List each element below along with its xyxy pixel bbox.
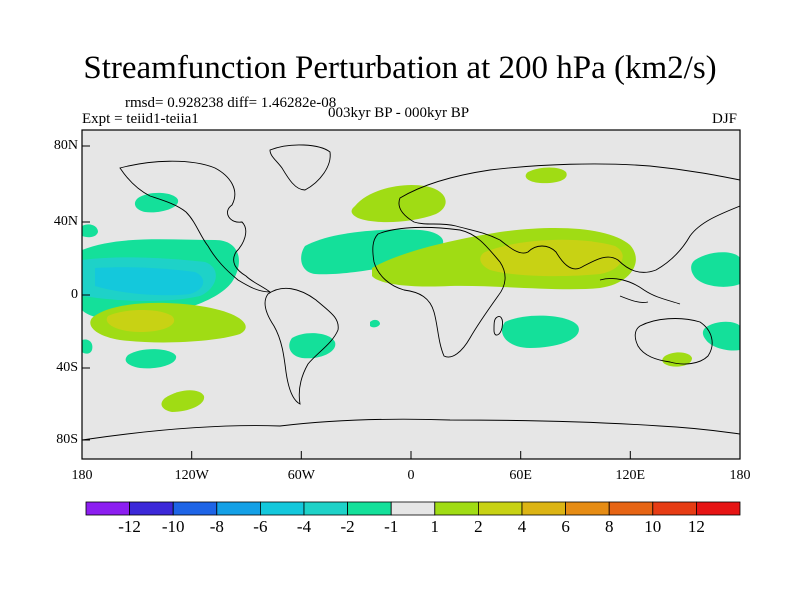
colorbar-swatch xyxy=(565,501,610,516)
colorbar-swatch xyxy=(477,501,523,516)
colorbar-label: 1 xyxy=(430,517,440,536)
lon-tick-label: 180 xyxy=(729,468,751,483)
contour-fill xyxy=(82,224,98,238)
lon-tick-label: 120W xyxy=(174,468,209,483)
contour-fill xyxy=(289,333,336,359)
contour-fill xyxy=(501,315,579,348)
colorbar-label: 4 xyxy=(517,517,527,536)
tick-marks xyxy=(81,145,741,459)
stats-text: rmsd= 0.928238 diff= 1.46282e-08 xyxy=(125,95,337,111)
contour-fill xyxy=(106,310,175,332)
map-plot-area xyxy=(82,130,740,459)
colorbar-label: 2 xyxy=(474,517,483,536)
colorbar-swatch xyxy=(129,501,174,516)
contour-fill xyxy=(525,167,567,184)
coastline-southeast-asia xyxy=(599,278,681,305)
colorbar xyxy=(85,501,741,516)
contour-fill xyxy=(370,319,380,328)
coastline-madagascar xyxy=(493,316,503,336)
colorbar-swatch xyxy=(303,501,348,516)
contour-fill xyxy=(161,390,205,412)
colorbar-label: 6 xyxy=(561,517,570,536)
colorbar-label: -6 xyxy=(253,517,268,536)
contour-fill xyxy=(480,239,623,277)
colorbar-label: -12 xyxy=(118,517,141,536)
season-text: DJF xyxy=(712,111,738,127)
contour-fill xyxy=(82,339,93,354)
experiment-text: Expt = teiid1-teiia1 xyxy=(82,111,199,127)
colorbar-swatch xyxy=(390,501,436,516)
contour-fill xyxy=(125,349,177,369)
lat-tick-label: 0 xyxy=(71,287,78,302)
lat-tick-label: 80S xyxy=(56,432,78,447)
lon-tick-label: 120E xyxy=(615,468,646,483)
colorbar-label: -1 xyxy=(384,517,399,536)
coastline-greenland xyxy=(269,144,331,191)
colorbar-label: -2 xyxy=(340,517,355,536)
colorbar-label: 12 xyxy=(687,517,705,536)
colorbar-swatch xyxy=(259,501,305,516)
colorbar-label: -8 xyxy=(209,517,224,536)
positive-contours xyxy=(90,167,692,412)
coastline-africa xyxy=(372,226,506,358)
lat-tick-label: 80N xyxy=(53,138,78,153)
colorbar-label: 10 xyxy=(644,517,662,536)
colorbar-swatch xyxy=(347,501,392,516)
coastline-north-america xyxy=(119,160,272,293)
lon-tick-label: 0 xyxy=(407,468,415,483)
colorbar-swatch xyxy=(216,501,261,516)
colorbar-swatch xyxy=(652,501,697,516)
coastline-eurasia xyxy=(398,163,740,273)
contour-fill xyxy=(134,192,179,213)
colorbar-label: -4 xyxy=(296,517,312,536)
coastline-south-america xyxy=(264,287,339,405)
colorbar-swatch xyxy=(608,501,654,516)
coastlines xyxy=(82,144,740,441)
contour-fill xyxy=(662,352,692,367)
lon-tick-label: 180 xyxy=(71,468,93,483)
period-text: 003kyr BP - 000kyr BP xyxy=(328,105,470,121)
contour-fill xyxy=(301,229,444,275)
contour-fill xyxy=(691,252,740,287)
colorbar-label: 8 xyxy=(604,517,614,536)
coastline-australia xyxy=(634,318,713,365)
colorbar-label: -10 xyxy=(161,517,185,536)
colorbar-swatch xyxy=(434,501,479,516)
lon-tick-label: 60W xyxy=(287,468,315,483)
colorbar-swatch xyxy=(85,501,130,516)
colorbar-swatch xyxy=(521,501,566,516)
contour-fill xyxy=(95,267,204,296)
colorbar-swatch xyxy=(696,501,741,516)
lat-tick-label: 40S xyxy=(56,360,78,375)
coastline-antarctica xyxy=(82,418,740,441)
plot-title: Streamfunction Perturbation at 200 hPa (… xyxy=(83,50,717,86)
lon-tick-label: 60E xyxy=(509,468,532,483)
negative-contours xyxy=(82,192,740,369)
colorbar-swatch xyxy=(172,501,218,516)
lat-tick-label: 40N xyxy=(53,214,78,229)
